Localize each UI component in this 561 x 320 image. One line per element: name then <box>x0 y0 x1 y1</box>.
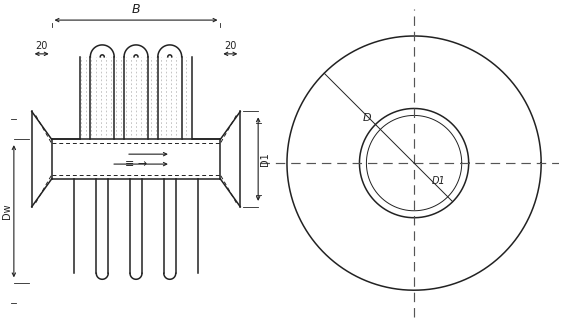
Text: D1: D1 <box>431 176 445 186</box>
Text: Dw: Dw <box>2 204 12 219</box>
Text: 20: 20 <box>35 41 48 51</box>
Text: ≡ →: ≡ → <box>125 159 147 169</box>
Text: D: D <box>362 113 371 123</box>
Text: B: B <box>132 3 140 16</box>
Text: D1: D1 <box>260 152 270 166</box>
Text: 20: 20 <box>224 41 237 51</box>
